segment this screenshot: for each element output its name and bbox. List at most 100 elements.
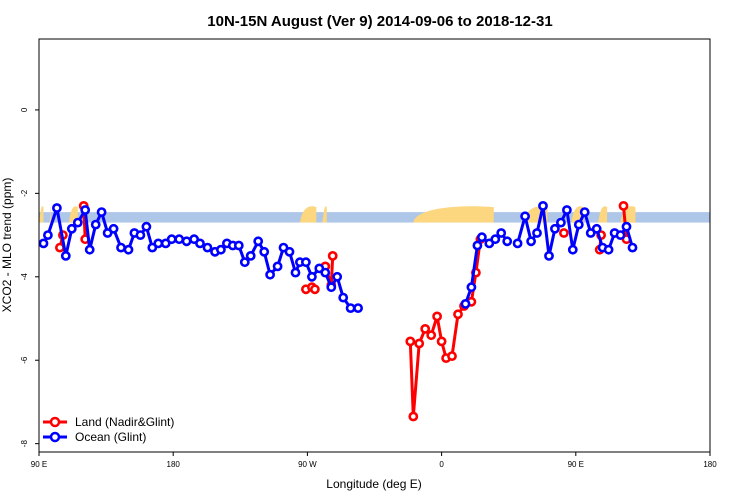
x-tick-label: 90 E [568,460,584,469]
series-1-point [245,250,256,261]
series-1-point [38,238,49,249]
series-1-point [135,230,146,240]
series-1-point [320,267,331,278]
legend-ocean-label: Ocean (Glint) [75,430,146,444]
series-0-point [426,330,437,341]
series-1-point [123,244,134,255]
x-axis-label: Longitude (deg E) [326,477,421,491]
series-1-point [84,244,95,255]
series-1-point [108,223,119,234]
series-0-point [327,250,338,261]
series-1-point [353,303,363,313]
series-layer [38,200,638,422]
series-0-point [414,338,425,349]
series-1-point [72,217,83,228]
series-0-point [405,336,416,347]
series-1-point [284,246,295,257]
series-1-point [466,282,477,293]
land-patch-8 [598,206,608,223]
series-1-point [202,242,213,253]
series-1-point [562,205,572,215]
series-1-point [215,244,226,255]
series-1-point [550,223,560,234]
series-1-point [52,203,62,213]
y-tick-label: -8 [20,440,29,448]
plot-frame [38,38,711,453]
chart-title: 10N-15N August (Ver 9) 2014-09-06 to 201… [207,13,552,30]
series-1-point [615,230,626,240]
series-1-point [265,269,275,280]
series-1-point [496,228,507,238]
legend-land-marker [49,416,61,428]
legend: Land (Nadir&Glint) Ocean (Glint) [43,415,174,444]
series-1-point [579,207,590,217]
series-1-point [472,240,483,251]
series-1-point [300,257,311,268]
reference-band [39,212,710,223]
y-axis: 0 -2 -4 -6 -8 [20,107,39,447]
x-tick-label: 0 [439,460,444,469]
y-axis-label: XCO2 - MLO trend (ppm) [0,178,14,313]
series-1-point [490,234,501,245]
series-1-point [195,238,205,249]
series-1-point [259,246,270,257]
series-0-point [618,200,629,211]
y-tick-label: -6 [20,356,29,364]
land-patch-0 [39,206,44,223]
series-0-point [432,311,442,322]
land-patch-1 [49,206,51,223]
series-0-point [408,411,419,422]
land-patch-4 [322,206,327,223]
y-tick-label: -4 [20,273,29,281]
series-1-point [332,271,343,282]
series-1-point [60,250,71,261]
series-1-point [603,244,614,255]
x-tick-label: 180 [703,460,717,469]
series-1-point [306,271,317,282]
series-1-point [43,230,53,240]
y-tick-label: 0 [20,107,29,112]
series-1-point [621,221,632,232]
series-1-line-0 [42,206,359,310]
series-1-point [90,219,101,230]
series-1 [38,200,638,313]
series-0-point [447,351,457,361]
series-1-point [272,261,283,272]
series-0-point [453,309,463,320]
series-1-point [512,238,523,249]
series-0-point [309,284,320,295]
x-axis: 90 E 180 90 W 0 90 E 180 [31,452,717,469]
series-1-point [116,242,126,253]
land-patch-3 [299,206,317,223]
series-1-point [556,217,566,228]
series-1-point [290,267,301,278]
series-1-point [338,292,349,303]
series-1-point [239,257,250,268]
series-1-point [538,200,548,211]
y-tick-label: -2 [20,189,29,197]
legend-land-label: Land (Nadir&Glint) [75,415,174,429]
series-1-point [326,282,337,293]
series-1-point [502,236,513,247]
series-1-point [181,236,192,247]
series-1-point [476,232,487,243]
series-1-point [141,221,152,232]
band-rect [39,212,710,223]
series-1-point [520,211,530,222]
series-1-point [573,219,584,230]
series-0-point [436,336,447,347]
series-0-point [559,228,569,238]
series-1-point [66,223,77,234]
series-1-point [233,240,244,251]
series-1-point [96,207,107,217]
series-1-point [166,234,177,245]
series-1-point [253,236,264,247]
series-1-point [345,303,356,313]
land-patch-5 [413,206,494,223]
series-1-point [460,298,471,309]
series-1-point [591,223,602,234]
x-tick-label: 90 W [298,460,317,469]
legend-ocean-marker [49,431,61,443]
series-0-point [420,323,431,334]
